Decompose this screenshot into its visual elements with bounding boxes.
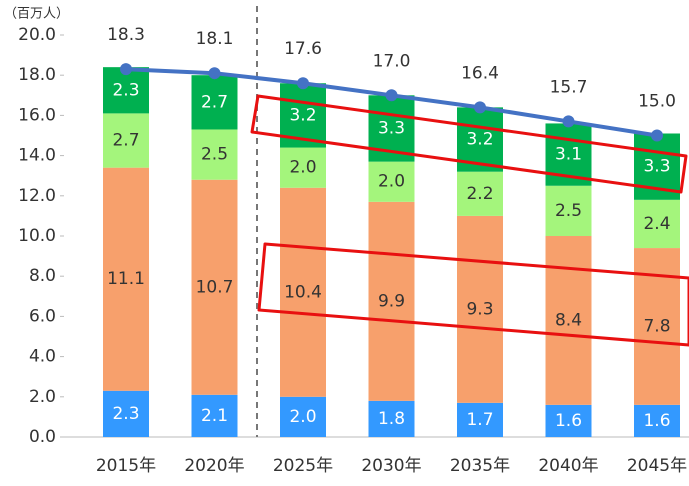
highlight-box <box>257 242 689 347</box>
y-tick-label: 8.0 <box>29 266 56 286</box>
bar-segment <box>457 402 503 437</box>
x-tick-label: 2020年 <box>184 456 244 476</box>
bar-segment <box>191 179 238 395</box>
bar-segment <box>634 199 680 249</box>
y-tick-label: 4.0 <box>29 347 56 367</box>
value-label: 2.1 <box>201 406 228 426</box>
value-label: 2.0 <box>289 158 316 178</box>
total-label: 18.1 <box>196 29 234 49</box>
bar-segment <box>368 400 415 437</box>
value-label: 2.3 <box>112 80 139 100</box>
total-label: 18.3 <box>107 25 145 45</box>
bar-segment <box>457 171 503 216</box>
bar-segment <box>545 236 592 405</box>
value-label: 2.7 <box>112 131 139 151</box>
total-point <box>120 63 132 76</box>
bar-segment <box>634 404 680 437</box>
bar-segment <box>545 185 592 236</box>
value-label: 3.2 <box>289 105 316 125</box>
value-label: 2.7 <box>201 92 228 112</box>
bar-segment <box>280 396 326 437</box>
bar-segment <box>368 201 415 401</box>
y-tick-label: 16.0 <box>18 105 56 125</box>
value-label: 10.4 <box>284 282 322 302</box>
x-tick-label: 2040年 <box>538 456 598 476</box>
total-point <box>297 77 309 90</box>
value-label: 3.1 <box>555 145 582 165</box>
value-label: 3.3 <box>643 157 670 177</box>
total-point <box>474 101 486 114</box>
value-label: 2.3 <box>112 404 139 424</box>
value-label: 2.5 <box>555 201 582 221</box>
value-label: 2.2 <box>466 184 493 204</box>
bar-segment <box>191 75 238 130</box>
bar-segment <box>191 394 238 437</box>
value-label: 2.4 <box>643 214 670 234</box>
total-point <box>651 129 663 142</box>
value-label: 2.0 <box>289 407 316 427</box>
value-label: 9.3 <box>466 299 493 319</box>
bar-segment <box>280 187 326 397</box>
y-tick-label: 6.0 <box>29 306 56 326</box>
x-tick-label: 2045年 <box>627 456 687 476</box>
total-label: 16.4 <box>461 63 499 83</box>
value-label: 9.9 <box>378 291 405 311</box>
value-label: 8.4 <box>555 310 582 330</box>
value-label: 3.3 <box>378 118 405 138</box>
total-label: 17.6 <box>284 39 322 59</box>
bar-segment <box>545 404 592 437</box>
value-label: 1.6 <box>643 411 670 431</box>
value-label: 2.5 <box>201 145 228 165</box>
bar-segment <box>280 147 326 188</box>
y-tick-label: 12.0 <box>18 186 56 206</box>
total-point <box>385 89 398 102</box>
y-tick-label: 2.0 <box>29 387 56 407</box>
y-tick-label: 10.0 <box>18 226 56 246</box>
bar-segment <box>103 390 149 437</box>
value-label: 1.6 <box>555 411 582 431</box>
value-label: 1.8 <box>378 409 405 429</box>
value-label: 1.7 <box>466 410 493 430</box>
x-tick-label: 2035年 <box>450 456 510 476</box>
bar-segment <box>103 113 149 168</box>
y-tick-label: 18.0 <box>18 65 56 85</box>
total-point <box>562 115 575 128</box>
total-label: 15.7 <box>550 77 588 97</box>
value-label: 3.2 <box>466 130 493 150</box>
total-label: 15.0 <box>638 92 676 112</box>
total-point <box>208 67 221 80</box>
value-label: 10.7 <box>196 277 234 297</box>
x-tick-label: 2030年 <box>361 456 421 476</box>
y-tick-label: 20.0 <box>18 25 56 45</box>
x-tick-label: 2015年 <box>96 456 156 476</box>
highlight-box <box>250 94 688 194</box>
value-label: 7.8 <box>643 316 670 336</box>
bar-segment <box>103 167 149 391</box>
bar-segment <box>457 215 503 403</box>
x-tick-label: 2025年 <box>273 456 333 476</box>
bar-segment <box>368 161 415 202</box>
y-tick-label: 0.0 <box>29 427 56 447</box>
y-tick-label: 14.0 <box>18 146 56 166</box>
value-label: 11.1 <box>107 269 145 289</box>
total-label: 17.0 <box>373 51 411 71</box>
y-axis-label: （百万人） <box>4 7 69 22</box>
bar-segment <box>191 129 238 180</box>
value-label: 2.0 <box>378 172 405 192</box>
